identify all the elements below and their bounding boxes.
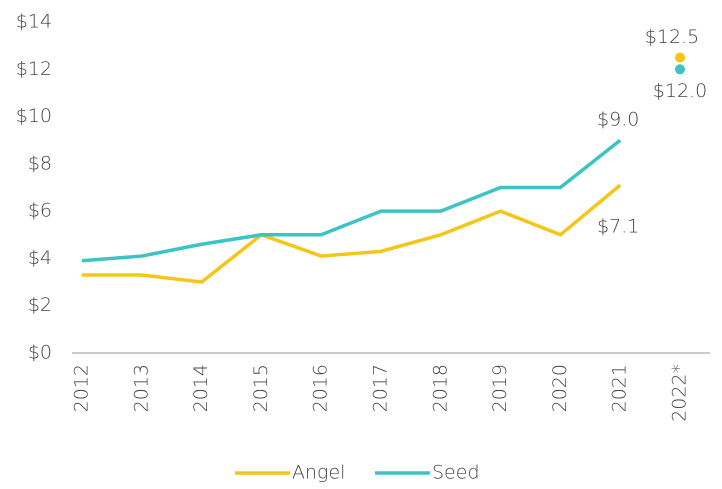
x-tick-label: 2014 <box>190 364 212 412</box>
legend-label: Seed <box>432 462 480 484</box>
x-tick-label: 2022* <box>669 364 691 422</box>
x-tick-label: 2012 <box>71 364 93 412</box>
x-tick-label: 2020 <box>549 364 571 412</box>
x-tick-label: 2017 <box>370 364 392 412</box>
value-label: $9.0 <box>597 109 639 131</box>
series-point <box>675 52 685 63</box>
value-label: $12.0 <box>653 80 707 102</box>
series-line <box>82 183 622 284</box>
x-tick-label: 2018 <box>429 364 451 412</box>
y-tick-label: $2 <box>28 294 52 316</box>
series-point <box>675 64 685 75</box>
x-tick-label: 2021 <box>609 364 631 412</box>
x-tick-label: 2015 <box>250 364 272 412</box>
x-tick-label: 2013 <box>130 364 152 412</box>
y-tick-label: $12 <box>16 58 52 80</box>
y-tick-label: $6 <box>28 200 52 222</box>
y-tick-label: $14 <box>16 11 52 33</box>
legend-label: Angel <box>292 462 345 484</box>
value-label: $12.5 <box>645 26 699 48</box>
series-line <box>81 138 622 263</box>
value-label: $7.1 <box>597 216 639 238</box>
y-tick-label: $8 <box>28 152 52 174</box>
y-tick-label: $10 <box>16 105 52 127</box>
x-tick-label: 2016 <box>310 364 332 412</box>
y-tick-label: $4 <box>28 247 52 269</box>
x-tick-label: 2019 <box>489 364 511 412</box>
y-tick-label: $0 <box>28 342 52 364</box>
